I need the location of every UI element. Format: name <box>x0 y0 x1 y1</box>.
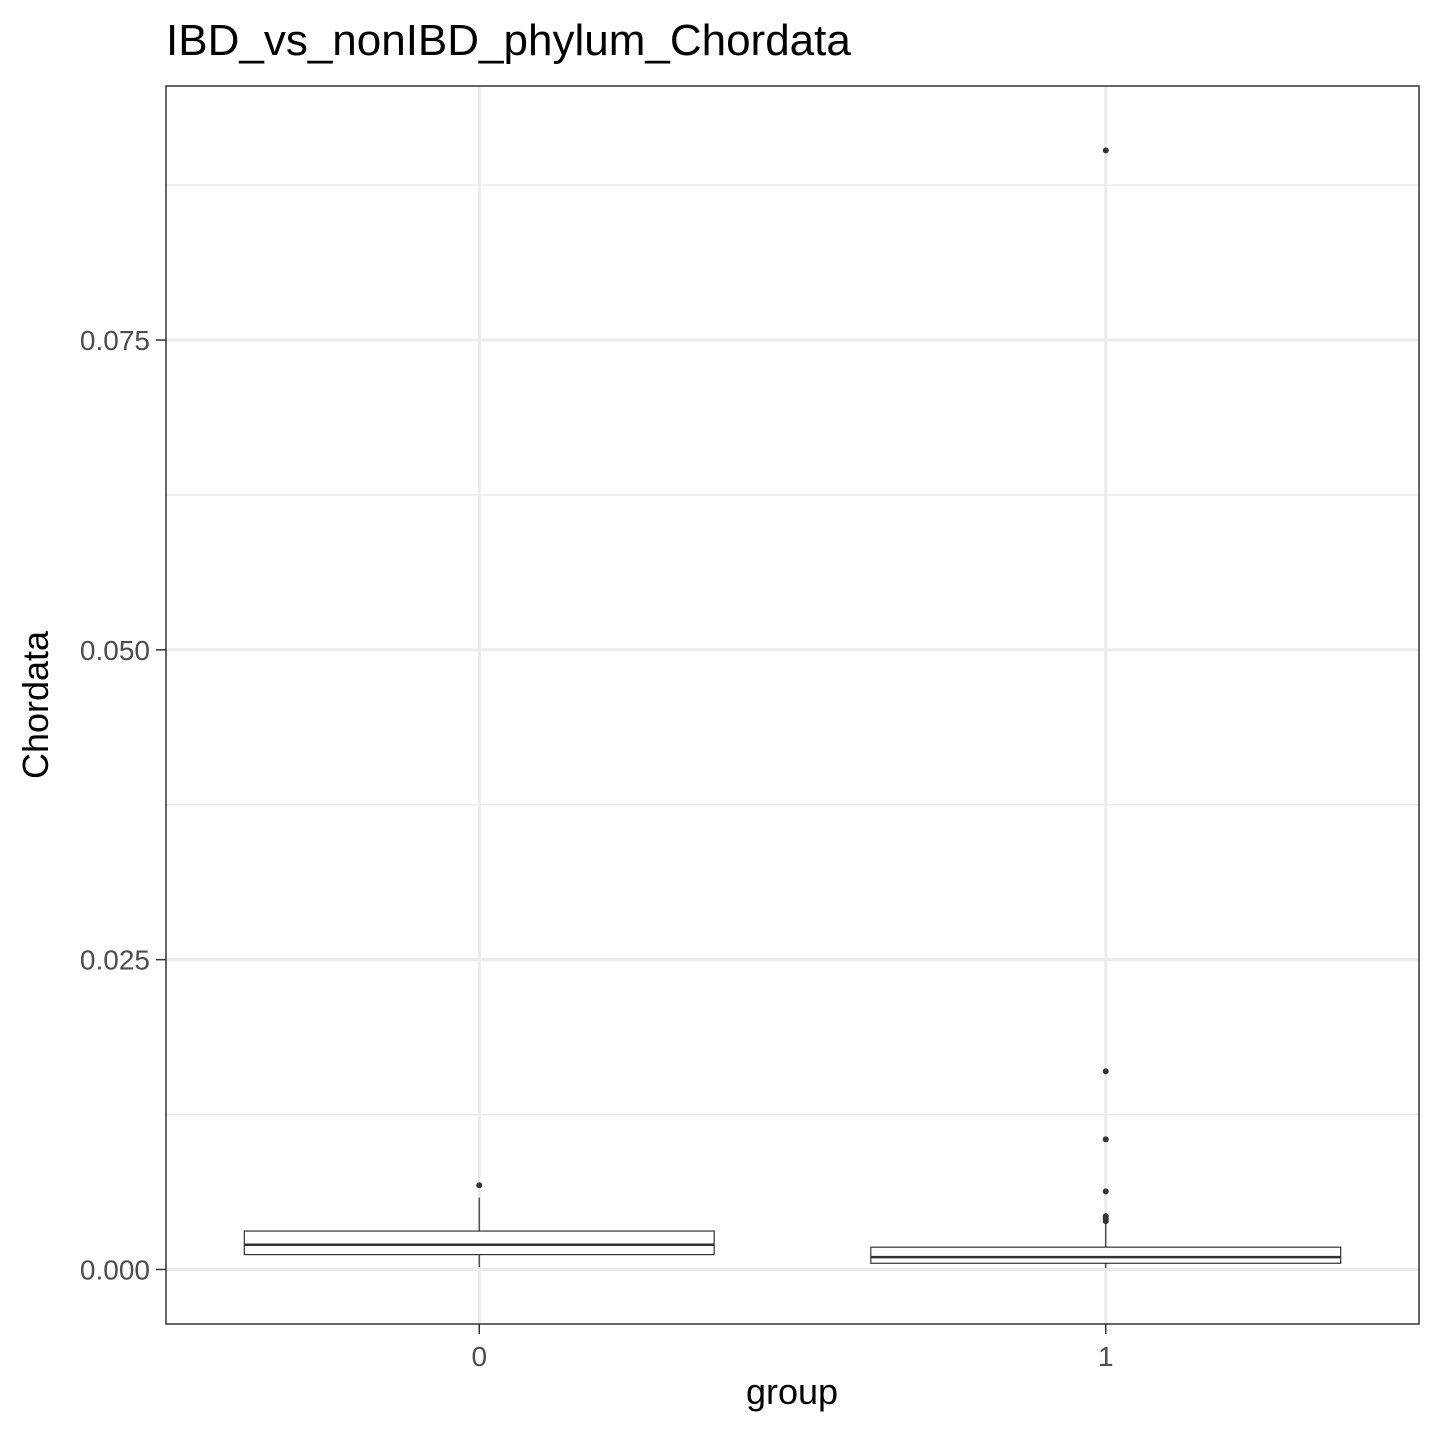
box-plots <box>243 147 1342 1269</box>
y-tick-label: 0.075 <box>80 325 150 356</box>
panel-border <box>165 85 1420 1325</box>
outlier-point <box>1102 1068 1109 1075</box>
box-group-0 <box>243 1182 715 1267</box>
chart-title: IBD_vs_nonIBD_phylum_Chordata <box>166 16 851 65</box>
x-axis-title: group <box>746 1371 838 1412</box>
box <box>243 1230 715 1256</box>
grid <box>166 86 1419 1324</box>
axes: 0.000 0.025 0.050 0.075 0 1 <box>80 325 1114 1372</box>
outlier-point <box>476 1182 483 1189</box>
box-group-1 <box>870 147 1342 1269</box>
y-tick-label: 0.000 <box>80 1254 150 1285</box>
outlier-point <box>1102 1136 1109 1143</box>
box <box>870 1246 1342 1264</box>
outlier-point <box>1102 1188 1109 1195</box>
x-tick-label: 1 <box>1098 1341 1114 1372</box>
y-tick-label: 0.025 <box>80 945 150 976</box>
outlier-point <box>1102 147 1109 154</box>
y-axis-title: Chordata <box>15 630 56 779</box>
outlier-point <box>1102 1218 1109 1225</box>
x-tick-label: 0 <box>471 1341 487 1372</box>
y-tick-label: 0.050 <box>80 635 150 666</box>
